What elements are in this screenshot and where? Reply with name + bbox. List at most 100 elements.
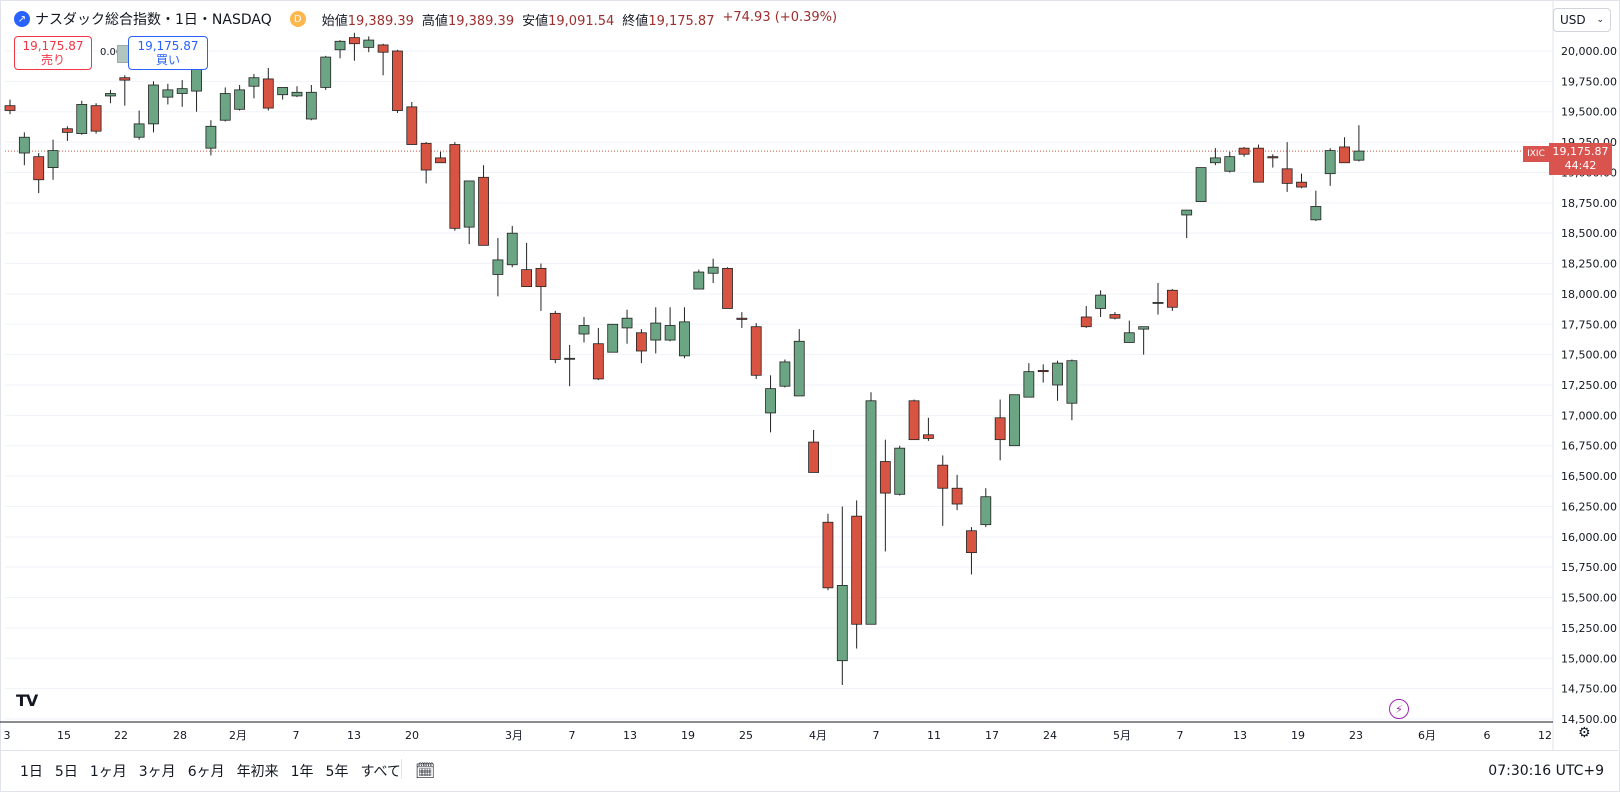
candle-body[interactable] <box>133 123 145 138</box>
candle-body[interactable] <box>1324 150 1336 175</box>
candle-body[interactable] <box>291 91 303 97</box>
candle-body[interactable] <box>1253 147 1264 183</box>
buy-button[interactable]: 19,175.87 買い <box>128 36 208 70</box>
range-1d[interactable]: 1日 <box>20 764 43 780</box>
candle-body[interactable] <box>923 434 934 439</box>
candle-body[interactable] <box>1080 316 1092 328</box>
candle-body[interactable] <box>1296 181 1307 188</box>
candle-body[interactable] <box>851 515 863 625</box>
range-all[interactable]: すべて <box>360 764 401 780</box>
candle-body[interactable] <box>679 321 690 357</box>
candle-body[interactable] <box>248 77 260 87</box>
candle-body[interactable] <box>994 417 1006 441</box>
candle-body[interactable] <box>305 91 317 120</box>
candle-body[interactable] <box>592 343 604 380</box>
tradingview-logo-icon[interactable]: TV <box>16 691 38 710</box>
candle-body[interactable] <box>621 317 633 329</box>
range-3m[interactable]: 3ヶ月 <box>138 764 176 780</box>
candle-body[interactable] <box>1095 294 1106 309</box>
candle-body[interactable] <box>966 530 977 554</box>
range-1m[interactable]: 1ヶ月 <box>89 764 127 780</box>
candle-body[interactable] <box>1195 167 1207 203</box>
candle-body[interactable] <box>176 88 188 94</box>
sell-button[interactable]: 19,175.87 売り <box>14 36 92 70</box>
candle-body[interactable] <box>435 157 446 164</box>
candle-body[interactable] <box>1037 370 1049 373</box>
candle-body[interactable] <box>463 180 475 228</box>
candle-body[interactable] <box>449 144 461 229</box>
candle-body[interactable] <box>894 447 906 495</box>
candle-body[interactable] <box>736 317 748 320</box>
range-1y[interactable]: 1年 <box>290 764 314 780</box>
candle-body[interactable] <box>1138 326 1150 330</box>
candle-body[interactable] <box>1238 147 1250 155</box>
gear-icon[interactable]: ⚙ <box>1578 725 1591 741</box>
range-5y[interactable]: 5年 <box>325 764 349 780</box>
candle-body[interactable] <box>808 441 819 473</box>
candle-body[interactable] <box>119 77 131 81</box>
candle-body[interactable] <box>363 39 375 48</box>
candle-body[interactable] <box>980 496 992 526</box>
candle-body[interactable] <box>205 125 217 149</box>
candle-body[interactable] <box>836 585 848 662</box>
candle-body[interactable] <box>33 156 45 181</box>
candle-body[interactable] <box>406 106 418 145</box>
calendar-icon[interactable]: 🗓 <box>415 761 436 780</box>
candle-body[interactable] <box>234 89 246 110</box>
candle-body[interactable] <box>105 93 116 97</box>
clock[interactable]: 07:30:16 UTC+9 <box>1488 763 1604 779</box>
candle-body[interactable] <box>937 464 949 489</box>
interval-badge[interactable]: D <box>289 11 306 27</box>
candle-body[interactable] <box>951 487 963 505</box>
candle-body[interactable] <box>707 266 719 274</box>
candle-body[interactable] <box>1052 362 1063 386</box>
candle-body[interactable] <box>420 142 432 171</box>
candle-body[interactable] <box>377 44 389 53</box>
candle-body[interactable] <box>277 87 289 96</box>
candle-body[interactable] <box>607 323 619 353</box>
candle-body[interactable] <box>1166 289 1178 308</box>
candle-body[interactable] <box>1109 314 1121 319</box>
currency-select[interactable]: USD ⌄ <box>1553 8 1611 32</box>
candle-body[interactable] <box>162 89 174 98</box>
candle-body[interactable] <box>822 521 834 589</box>
candle-body[interactable] <box>492 259 504 275</box>
candle-body[interactable] <box>578 325 590 335</box>
candle-body[interactable] <box>650 322 662 341</box>
candle-body[interactable] <box>521 269 532 288</box>
candle-body[interactable] <box>535 268 547 288</box>
candle-body[interactable] <box>62 128 73 133</box>
candle-body[interactable] <box>1123 332 1135 343</box>
candle-body[interactable] <box>90 105 102 132</box>
candle-body[interactable] <box>636 332 647 352</box>
candle-body[interactable] <box>1353 150 1365 161</box>
candle-body[interactable] <box>1066 360 1078 404</box>
candle-body[interactable] <box>1267 156 1279 159</box>
candle-body[interactable] <box>722 268 733 309</box>
candle-body[interactable] <box>18 136 30 154</box>
candle-body[interactable] <box>664 325 676 341</box>
candle-body[interactable] <box>908 400 920 441</box>
candle-body[interactable] <box>219 93 231 121</box>
candle-body[interactable] <box>549 312 561 360</box>
candle-body[interactable] <box>1339 146 1350 164</box>
candle-body[interactable] <box>1023 371 1035 398</box>
candle-body[interactable] <box>564 357 576 360</box>
candle-body[interactable] <box>334 40 346 51</box>
candle-body[interactable] <box>4 105 16 111</box>
candle-body[interactable] <box>148 84 159 125</box>
candle-body[interactable] <box>750 326 762 376</box>
candle-body[interactable] <box>1224 156 1236 172</box>
candle-body[interactable] <box>779 361 791 387</box>
candle-body[interactable] <box>1310 206 1322 221</box>
candle-body[interactable] <box>506 232 518 266</box>
candle-body[interactable] <box>1181 209 1193 216</box>
candle-body[interactable] <box>865 400 877 625</box>
range-5d[interactable]: 5日 <box>54 764 78 780</box>
candle-body[interactable] <box>47 150 59 168</box>
candle-body[interactable] <box>879 461 891 494</box>
range-6m[interactable]: 6ヶ月 <box>187 764 225 780</box>
candle-body[interactable] <box>765 388 776 414</box>
candle-body[interactable] <box>1152 302 1164 304</box>
